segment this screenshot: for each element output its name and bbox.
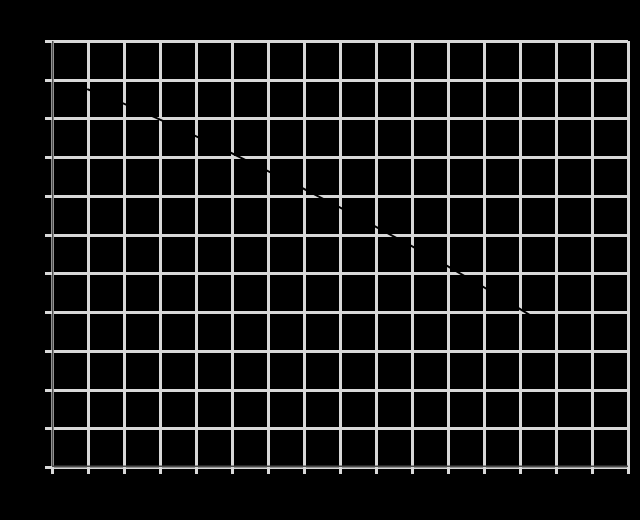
y-axis-ticks bbox=[45, 40, 52, 469]
grid-lines-horizontal bbox=[52, 40, 628, 469]
data-line-series-1[interactable] bbox=[87, 88, 547, 326]
x-axis-ticks bbox=[51, 467, 630, 474]
grid-lines-vertical bbox=[51, 41, 630, 467]
